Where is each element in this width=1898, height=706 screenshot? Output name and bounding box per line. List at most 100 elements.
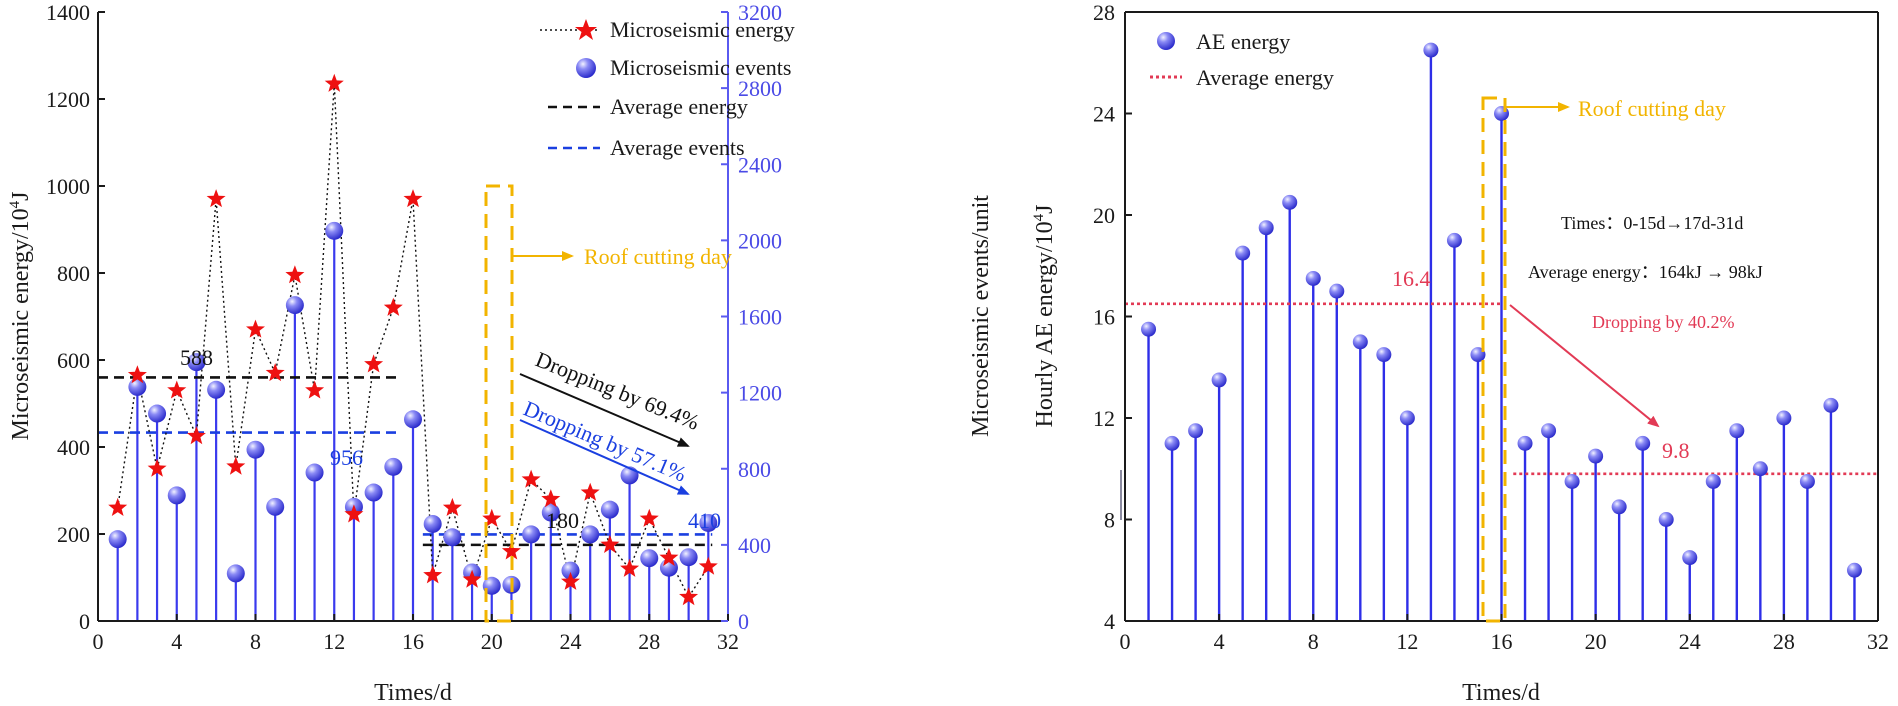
x-tick-label: 0 bbox=[1120, 629, 1131, 654]
energy-star bbox=[265, 363, 285, 382]
energy-star bbox=[541, 489, 561, 508]
ae-ball bbox=[1423, 42, 1439, 58]
ae-ball bbox=[1188, 423, 1204, 439]
event-ball bbox=[325, 221, 344, 240]
energy-star bbox=[561, 571, 580, 590]
x-tick-label: 32 bbox=[1867, 629, 1889, 654]
event-ball bbox=[640, 549, 659, 568]
right-drop-text: Dropping by 40.2% bbox=[1592, 312, 1735, 332]
energy-star bbox=[344, 504, 364, 523]
left-y2-ticks: 0 400 800 1200 1600 2000 2400 2800 3200 bbox=[721, 0, 782, 634]
energy-star bbox=[206, 189, 226, 208]
ae-ball bbox=[1658, 512, 1674, 527]
ae-ball bbox=[1399, 410, 1415, 426]
ae-ball bbox=[1776, 410, 1792, 426]
event-ball bbox=[128, 377, 147, 396]
legend-ball-icon bbox=[576, 58, 596, 78]
event-ball bbox=[148, 404, 167, 423]
ae-ball bbox=[1517, 435, 1533, 451]
left-roof-cutting-label: Roof cutting day bbox=[584, 244, 732, 269]
energy-star bbox=[108, 497, 128, 516]
x-tick-label: 12 bbox=[1396, 629, 1418, 654]
energy-star bbox=[580, 482, 600, 501]
energy-star bbox=[659, 547, 679, 566]
right-y-label: Hourly AE energy/104J bbox=[1031, 204, 1058, 427]
y-tick-label: 28 bbox=[1093, 0, 1115, 25]
energy-star bbox=[127, 365, 147, 384]
event-ball bbox=[581, 525, 600, 544]
y-tick-label: 600 bbox=[57, 348, 90, 373]
ae-ball bbox=[1682, 550, 1698, 566]
y-tick-label: 1200 bbox=[46, 87, 90, 112]
ae-ball bbox=[1352, 334, 1368, 350]
energy-star bbox=[639, 508, 659, 527]
left-y-ticks: 0 200 400 600 800 1000 1200 1400 bbox=[46, 0, 105, 634]
x-tick-label: 24 bbox=[560, 629, 582, 654]
y2-tick-label: 2000 bbox=[738, 228, 782, 253]
energy-star bbox=[186, 426, 206, 445]
energy-star bbox=[226, 456, 246, 475]
left-y-label: Microseismic energy/104J bbox=[7, 191, 34, 440]
event-ball bbox=[541, 503, 560, 522]
event-ball bbox=[384, 457, 403, 476]
event-ball bbox=[167, 486, 186, 505]
event-ball bbox=[187, 353, 206, 372]
energy-star bbox=[442, 497, 462, 516]
ae-ball bbox=[1729, 423, 1745, 439]
y-tick-label: 1000 bbox=[46, 174, 90, 199]
event-ball bbox=[443, 528, 462, 547]
right-times-text: Times：0-15d→17d-31d bbox=[1561, 213, 1743, 233]
y2-tick-label: 800 bbox=[738, 457, 771, 482]
ae-ball bbox=[1305, 270, 1321, 286]
right-average-lines bbox=[1125, 302, 1878, 476]
ae-ball bbox=[1494, 106, 1509, 121]
left-drop-events-arrow bbox=[519, 419, 690, 495]
x-tick-label: 8 bbox=[1308, 629, 1319, 654]
event-ball bbox=[404, 410, 422, 429]
right-drop-arrow bbox=[1509, 304, 1660, 428]
ae-ball bbox=[1823, 397, 1839, 413]
energy-star bbox=[403, 189, 423, 208]
y2-tick-label: 2800 bbox=[738, 76, 782, 101]
left-avg-energy-after-label: 180 bbox=[546, 508, 579, 533]
y-tick-label: 12 bbox=[1093, 406, 1115, 431]
event-ball bbox=[266, 497, 285, 516]
x-tick-label: 20 bbox=[1585, 629, 1607, 654]
legend-ball-icon bbox=[1157, 32, 1175, 50]
event-ball bbox=[364, 483, 383, 502]
y-tick-label: 1400 bbox=[46, 0, 90, 25]
y2-tick-label: 3200 bbox=[738, 0, 782, 25]
left-avg-events-after-label: 410 bbox=[688, 508, 721, 533]
event-ball bbox=[246, 440, 265, 459]
energy-star bbox=[285, 265, 305, 284]
energy-star bbox=[521, 469, 541, 488]
left-legend-avg-energy: Average energy bbox=[610, 94, 748, 119]
event-ball bbox=[679, 548, 698, 567]
x-tick-label: 0 bbox=[93, 629, 104, 654]
right-x-label: Times/d bbox=[1462, 680, 1540, 706]
ae-ball bbox=[1705, 473, 1721, 489]
x-tick-label: 8 bbox=[250, 629, 261, 654]
ae-ball bbox=[1235, 245, 1251, 261]
y-tick-label: 4 bbox=[1104, 609, 1115, 634]
right-roof-cutting-box bbox=[1481, 96, 1507, 623]
ae-ball bbox=[1329, 283, 1345, 299]
ae-ball bbox=[1799, 473, 1815, 489]
energy-star bbox=[246, 319, 265, 338]
left-x-label: Times/d bbox=[374, 680, 452, 706]
right-roof-cutting-label: Roof cutting day bbox=[1578, 96, 1726, 121]
energy-star bbox=[383, 297, 403, 316]
y-tick-label: 24 bbox=[1093, 102, 1115, 127]
left-x-ticks: 0 4 8 12 16 20 24 28 32 bbox=[93, 614, 739, 654]
ae-ball bbox=[1752, 461, 1768, 477]
left-event-balls bbox=[108, 221, 718, 595]
event-ball bbox=[226, 564, 245, 583]
x-tick-label: 4 bbox=[1214, 629, 1225, 654]
y-tick-label: 16 bbox=[1093, 305, 1115, 330]
ae-ball bbox=[1211, 372, 1227, 388]
y-tick-label: 20 bbox=[1093, 203, 1115, 228]
right-avg-before-label: 16.4 bbox=[1392, 266, 1431, 291]
x-tick-label: 24 bbox=[1679, 629, 1701, 654]
event-ball bbox=[699, 513, 718, 532]
